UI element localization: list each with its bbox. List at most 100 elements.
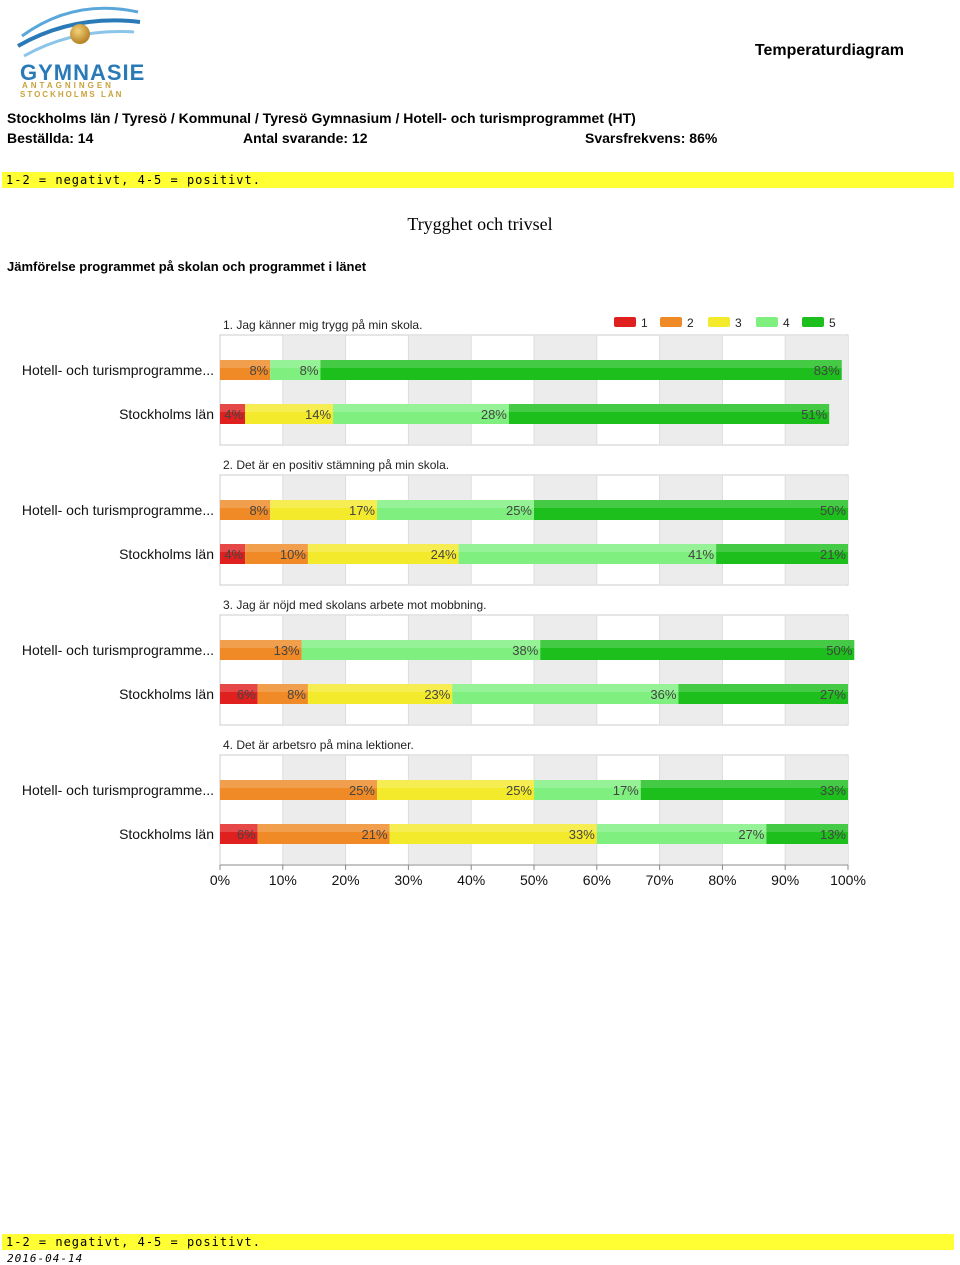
data-label: 21%	[820, 547, 846, 562]
data-label: 38%	[512, 643, 538, 658]
logo	[14, 6, 142, 102]
bar-segment-5	[640, 780, 848, 800]
bar-segment-2	[245, 544, 308, 564]
bar-highlight	[301, 640, 541, 648]
grid-band	[785, 756, 848, 864]
section-title: Trygghet och trivsel	[407, 214, 553, 234]
bar-highlight	[377, 500, 534, 508]
bar-segment-2	[220, 780, 377, 800]
bar-highlight	[220, 824, 258, 832]
row-label: Stockholms län	[119, 826, 214, 842]
bar-highlight	[245, 544, 308, 552]
row-label: Hotell- och turismprogramme...	[22, 782, 214, 798]
bar-highlight	[270, 500, 377, 508]
bar-highlight	[257, 684, 308, 692]
question-title: 1. Jag känner mig trygg på min skola.	[223, 318, 422, 332]
grid-band	[534, 336, 597, 444]
temperature-chart: 1 2 3 4 5 1. Jag känner mig trygg på min skol…	[22, 316, 866, 888]
bar-highlight	[220, 684, 258, 692]
bar-highlight	[389, 824, 597, 832]
legend-label-4: 4	[783, 316, 790, 330]
question-title: 4. Det är arbetsro på mina lektioner.	[223, 738, 414, 752]
data-label: 8%	[249, 363, 268, 378]
legend-label-1: 1	[641, 316, 648, 330]
bar-highlight	[270, 360, 321, 368]
bar-highlight	[640, 780, 848, 788]
bar-segment-4	[452, 684, 679, 704]
bar-segment-5	[534, 500, 848, 520]
x-tick-label: 0%	[210, 872, 230, 888]
data-label: 4%	[224, 547, 243, 562]
data-label: 50%	[820, 503, 846, 518]
bar-segment-5	[766, 824, 848, 844]
bar-highlight	[220, 404, 246, 412]
x-tick-label: 80%	[708, 872, 736, 888]
bar-segment-3	[245, 404, 334, 424]
grid-band	[408, 336, 472, 444]
document-title: Temperaturdiagram	[754, 42, 904, 59]
data-label: 25%	[349, 783, 375, 798]
breadcrumb: Stockholms län / Tyresö / Kommunal / Tyr…	[7, 110, 636, 126]
logo-region: STOCKHOLMS LÄN	[20, 90, 124, 99]
bar-highlight	[220, 640, 302, 648]
data-label: 8%	[300, 363, 319, 378]
x-tick-label: 50%	[520, 872, 548, 888]
row-label: Hotell- och turismprogramme...	[22, 502, 214, 518]
bar-segment-4	[458, 544, 717, 564]
bar-highlight	[307, 544, 459, 552]
bar-segment-4	[377, 500, 534, 520]
grid-band	[534, 616, 597, 724]
legend-swatch-3	[708, 317, 730, 327]
bar-highlight	[377, 780, 534, 788]
bar-highlight	[220, 360, 271, 368]
grid-band	[659, 476, 723, 584]
x-tick-label: 40%	[457, 872, 485, 888]
bar-segment-2	[257, 824, 390, 844]
bar-highlight	[458, 544, 717, 552]
data-label: 14%	[305, 407, 331, 422]
response-rate: Svarsfrekvens: 86%	[585, 130, 718, 146]
data-label: 36%	[650, 687, 676, 702]
data-label: 83%	[814, 363, 840, 378]
bar-highlight	[307, 684, 453, 692]
logo-text: GYMNASIE	[20, 60, 146, 85]
x-tick-label: 70%	[646, 872, 674, 888]
data-label: 28%	[481, 407, 507, 422]
bar-highlight	[716, 544, 848, 552]
bar-segment-2	[220, 640, 302, 660]
data-label: 51%	[801, 407, 827, 422]
bar-segment-4	[301, 640, 541, 660]
bar-highlight	[508, 404, 830, 412]
bar-highlight	[534, 500, 848, 508]
legend-swatch-1	[614, 317, 636, 327]
bar-segment-4	[534, 780, 641, 800]
bar-segment-5	[320, 360, 842, 380]
bar-highlight	[257, 824, 390, 832]
data-label: 25%	[506, 503, 532, 518]
data-label: 27%	[738, 827, 764, 842]
bar-highlight	[534, 780, 641, 788]
grid-band	[785, 476, 848, 584]
bar-segment-4	[596, 824, 767, 844]
row-label: Stockholms län	[119, 686, 214, 702]
respondent-count: Antal svarande: 12	[243, 130, 368, 146]
bar-segment-4	[333, 404, 509, 424]
x-tick-label: 30%	[394, 872, 422, 888]
bar-segment-1	[220, 684, 258, 704]
bar-segment-1	[220, 544, 246, 564]
x-tick-label: 100%	[830, 872, 866, 888]
question-title: 3. Jag är nöjd med skolans arbete mot mo…	[223, 598, 486, 612]
grid-band	[282, 756, 346, 864]
data-label: 50%	[826, 643, 852, 658]
bar-highlight	[452, 684, 679, 692]
data-label: 17%	[349, 503, 375, 518]
grid-band	[785, 616, 848, 724]
logo-subtext: ANTAGNINGEN	[22, 81, 114, 90]
bar-segment-3	[270, 500, 377, 520]
data-label: 21%	[362, 827, 388, 842]
grid-band	[659, 336, 723, 444]
grid-band	[785, 336, 848, 444]
bar-highlight	[245, 404, 334, 412]
data-label: 41%	[688, 547, 714, 562]
grid-band	[282, 336, 346, 444]
